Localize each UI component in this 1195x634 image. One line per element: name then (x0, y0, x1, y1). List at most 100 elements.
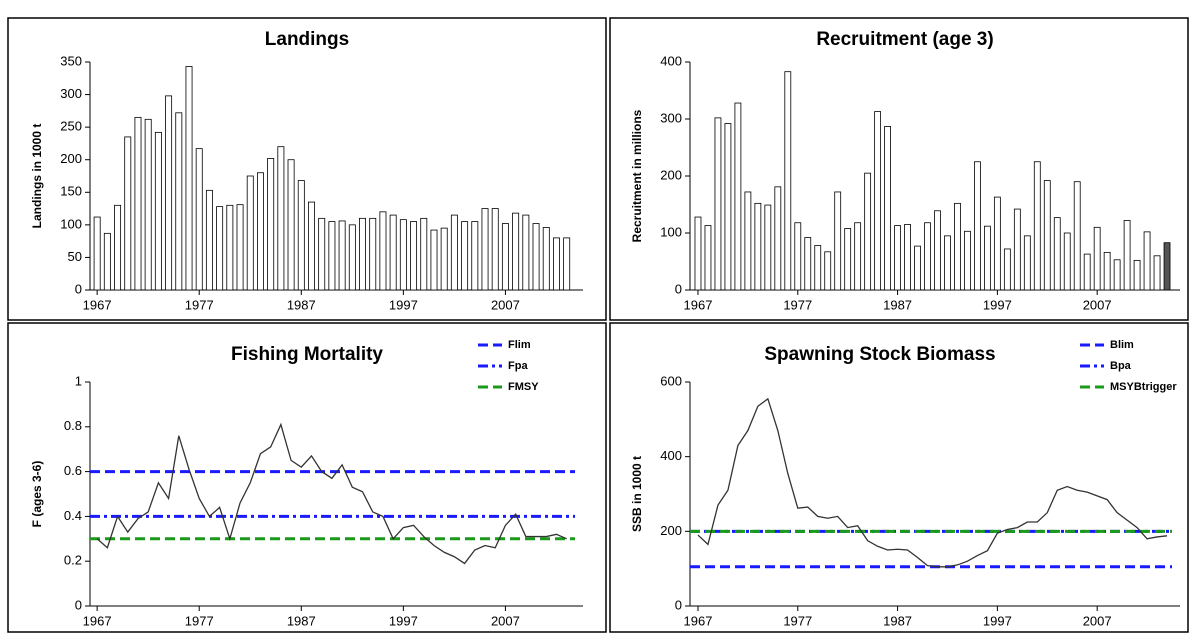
bar (754, 202, 762, 291)
bar (694, 216, 702, 291)
y-tick-label: 350 (60, 53, 82, 68)
bar (134, 116, 142, 291)
y-tick-label: 600 (660, 373, 682, 388)
bar (714, 117, 722, 291)
bar (338, 220, 346, 291)
bar (205, 189, 213, 291)
y-tick-label: 100 (660, 224, 682, 239)
bar (1063, 232, 1071, 291)
chart-title: Landings (265, 29, 349, 50)
bar (1023, 235, 1031, 291)
bar (734, 102, 742, 291)
chart-title: Recruitment (age 3) (816, 29, 993, 50)
y-tick-label: 300 (660, 110, 682, 125)
y-tick-label: 0.2 (64, 553, 82, 568)
bar (954, 202, 961, 291)
bar (542, 227, 550, 291)
bar (844, 228, 852, 291)
bar (864, 172, 872, 291)
bar (165, 95, 173, 291)
data-line (96, 422, 567, 565)
legend-label: FMSY (508, 381, 539, 393)
chart-title: Spawning Stock Biomass (764, 344, 995, 365)
bar (794, 222, 802, 291)
bar (532, 223, 540, 291)
y-tick-label: 300 (60, 86, 82, 101)
legend-label: Flim (508, 339, 531, 351)
y-tick-label: 0.8 (64, 418, 82, 433)
chart-title: Fishing Mortality (231, 344, 383, 365)
bar (1033, 161, 1041, 291)
legend-label: Blim (1110, 339, 1134, 351)
bar (369, 217, 377, 291)
bar (175, 112, 183, 291)
bar (1053, 217, 1061, 291)
legend-label: MSYBtrigger (1110, 381, 1177, 393)
bar (824, 251, 832, 291)
bar (420, 217, 428, 291)
bar (399, 219, 407, 291)
bar (93, 216, 101, 291)
bar (522, 214, 530, 291)
bar (784, 71, 792, 291)
bar (450, 214, 458, 291)
panel-border (609, 322, 1189, 633)
bar (1103, 251, 1111, 291)
x-tick-label: 1997 (983, 613, 1012, 628)
bar (267, 158, 275, 291)
bar (744, 191, 752, 291)
bar (328, 221, 336, 291)
bar (103, 232, 111, 291)
bar (814, 245, 822, 291)
bar (1113, 259, 1121, 291)
bar (1153, 255, 1161, 291)
bar (874, 111, 882, 291)
x-tick-label: 1977 (783, 613, 812, 628)
bar (834, 191, 842, 291)
bar (944, 235, 951, 291)
bar (491, 208, 499, 291)
bar (246, 175, 254, 291)
y-tick-label: 400 (660, 448, 682, 463)
y-tick-label: 200 (660, 167, 682, 182)
x-tick-label: 1997 (389, 613, 418, 628)
x-tick-label: 1967 (684, 297, 713, 312)
bar (195, 148, 203, 291)
bar (1013, 208, 1021, 291)
bar (512, 212, 520, 291)
bar (318, 217, 326, 291)
bar (481, 208, 489, 291)
bar (277, 146, 285, 291)
x-tick-label: 1987 (287, 613, 316, 628)
bar (1123, 220, 1131, 291)
x-tick-label: 1967 (83, 297, 112, 312)
legend-label: Bpa (1110, 360, 1132, 372)
bar (297, 180, 305, 291)
bar (704, 225, 712, 291)
y-tick-label: 400 (660, 53, 682, 68)
y-axis-label: Landings in 1000 t (30, 124, 44, 229)
bar (256, 172, 264, 291)
data-line (697, 397, 1168, 568)
y-axis-label: SSB in 1000 t (630, 456, 644, 532)
x-tick-label: 1987 (287, 297, 316, 312)
bar (764, 204, 772, 291)
bar (724, 123, 732, 291)
y-tick-label: 250 (60, 119, 82, 134)
bar (216, 206, 224, 291)
bar (804, 237, 812, 291)
panel-border (7, 17, 607, 321)
bar (389, 214, 397, 291)
y-tick-label: 1 (75, 373, 82, 388)
y-axis-label: F (ages 3-6) (30, 461, 44, 528)
bar (154, 131, 162, 291)
bar (974, 161, 981, 291)
y-tick-label: 200 (60, 151, 82, 166)
bar (185, 66, 193, 291)
bar (379, 211, 387, 291)
bar (924, 222, 931, 291)
bar (774, 186, 782, 291)
bar (894, 225, 901, 291)
y-tick-label: 0.6 (64, 463, 82, 478)
